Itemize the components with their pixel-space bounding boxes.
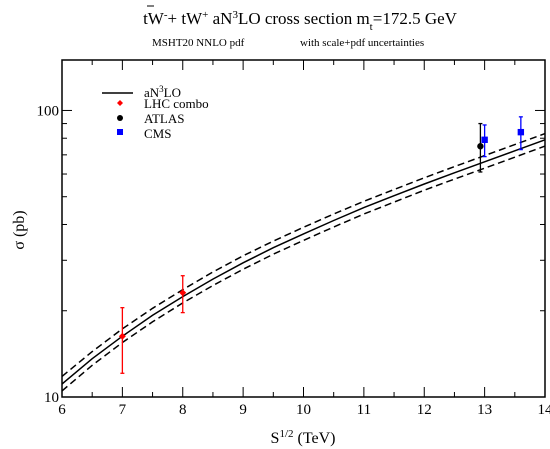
plot-frame [61,59,546,398]
x-tick-label: 10 [296,402,311,418]
x-tick-label: 14 [538,402,550,418]
x-tick-label: 12 [417,402,432,418]
subtitle-uncertainties: with scale+pdf uncertainties [300,37,424,49]
subtitle-pdf: MSHT20 NNLO pdf [152,37,245,49]
y-axis-label: σ (pb) [11,210,28,249]
chart-title: tW-+ tW+ aN3LO cross section mt=172.5 Ge… [143,9,458,33]
y-tick-label: 10 [44,390,59,406]
cms-point [517,128,525,136]
y-tick-label: 100 [37,103,60,119]
atlas-point [477,143,484,150]
x-tick-label: 7 [119,402,127,418]
lhc-combo-point [118,332,126,340]
x-tick-label: 11 [357,402,371,418]
uncertainty-band-line [61,132,546,377]
central-curve-line [61,139,546,385]
x-tick-label: 8 [179,402,187,418]
uncertainty-band-line [61,145,546,392]
x-tick-label: 9 [239,402,247,418]
plot-area: 6 7 8 9 10 11 12 13 14 10 100 [37,59,550,418]
x-axis-label: S1/2 (TeV) [271,428,336,447]
legend: aN3LO LHC combo ATLAS CMS [102,84,209,141]
cms-point [481,136,488,143]
legend-circle-marker [117,115,123,121]
legend-label-aN3LO: aN3LO [144,84,181,100]
legend-label-cms: CMS [144,126,171,141]
lhc-combo-point [179,289,187,297]
legend-diamond-marker [117,100,123,106]
legend-square-marker [117,129,123,135]
x-tick-label: 6 [58,402,66,418]
x-tick-label: 13 [477,402,492,418]
legend-label-lhc: LHC combo [144,96,209,111]
legend-label-atlas: ATLAS [144,111,184,126]
